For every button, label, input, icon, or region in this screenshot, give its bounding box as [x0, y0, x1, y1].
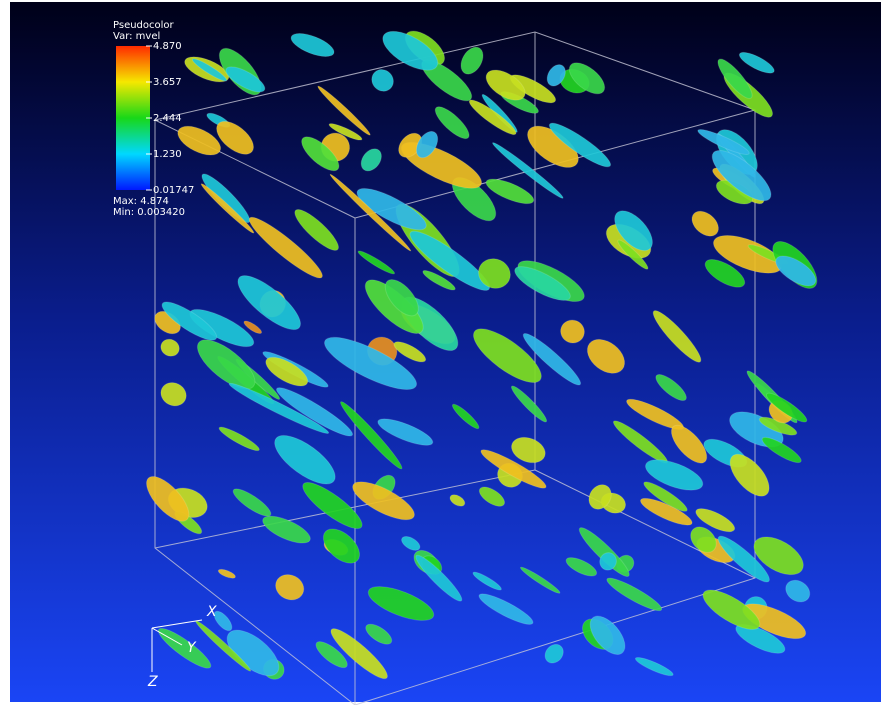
render-window: Pseudocolor Var: mvel Max: 4.874 Min: 0.… [0, 0, 891, 705]
legend-tick-label: 1.230 [153, 149, 182, 160]
legend-title: Pseudocolor [113, 20, 175, 31]
axis-z-label: Z [147, 674, 158, 690]
legend-tick-label: 0.01747 [153, 185, 194, 196]
legend-min: Min: 0.003420 [113, 207, 185, 218]
legend-tick-label: 4.870 [153, 41, 182, 52]
legend-tick-label: 3.657 [153, 77, 182, 88]
color-bar [116, 46, 150, 190]
axis-x-label: X [206, 604, 217, 620]
axis-y-label: Y [187, 640, 197, 656]
legend-max: Max: 4.874 [113, 196, 169, 207]
legend-tick-label: 2.444 [153, 113, 182, 124]
page: {"legend": {"title": "Pseudocolor", "var… [0, 0, 891, 705]
